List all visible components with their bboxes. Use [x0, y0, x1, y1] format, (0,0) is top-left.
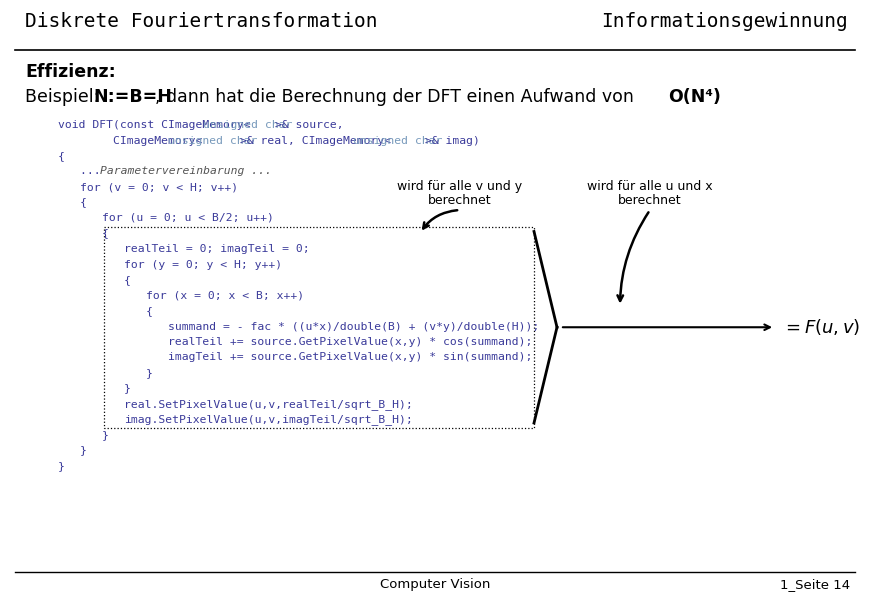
- Text: unsigned char: unsigned char: [202, 120, 292, 130]
- Text: for (y = 0; y < H; y++): for (y = 0; y < H; y++): [124, 259, 282, 269]
- Text: Informationsgewinnung: Informationsgewinnung: [600, 12, 847, 31]
- Text: berechnet: berechnet: [428, 194, 491, 207]
- Text: }: }: [102, 430, 109, 440]
- Text: >& imag): >& imag): [417, 136, 480, 145]
- Text: 1_Seite 14: 1_Seite 14: [779, 578, 849, 591]
- Text: CImageMemory<: CImageMemory<: [58, 136, 209, 145]
- Text: for (u = 0; u < B/2; u++): for (u = 0; u < B/2; u++): [102, 213, 274, 223]
- Text: {: {: [146, 306, 153, 316]
- Text: unsigned char: unsigned char: [353, 136, 441, 145]
- Text: realTeil = 0; imagTeil = 0;: realTeil = 0; imagTeil = 0;: [124, 244, 309, 254]
- Text: N:=B=H: N:=B=H: [93, 88, 172, 106]
- Text: unsigned char: unsigned char: [168, 136, 257, 145]
- Text: Diskrete Fouriertransformation: Diskrete Fouriertransformation: [25, 12, 377, 31]
- Text: wird für alle u und x: wird für alle u und x: [587, 180, 712, 193]
- Text: real.SetPixelValue(u,v,realTeil/sqrt_B_H);: real.SetPixelValue(u,v,realTeil/sqrt_B_H…: [124, 399, 412, 410]
- Text: {: {: [102, 229, 109, 238]
- Text: for (v = 0; v < H; v++): for (v = 0; v < H; v++): [80, 182, 238, 192]
- Text: {: {: [80, 197, 87, 208]
- Text: summand = - fac * ((u*x)/double(B) + (v*y)/double(H));: summand = - fac * ((u*x)/double(B) + (v*…: [168, 322, 539, 331]
- Text: Parametervereinbarung ...: Parametervereinbarung ...: [100, 166, 272, 176]
- Text: , dann hat die Berechnung der DFT einen Aufwand von: , dann hat die Berechnung der DFT einen …: [155, 88, 639, 106]
- Text: >& real, CImageMemory<: >& real, CImageMemory<: [233, 136, 397, 145]
- Text: for (x = 0; x < B; x++): for (x = 0; x < B; x++): [146, 290, 304, 301]
- Text: {: {: [124, 275, 130, 285]
- Text: wird für alle v und y: wird für alle v und y: [397, 180, 522, 193]
- Text: }: }: [124, 383, 130, 394]
- Text: ...: ...: [80, 166, 108, 176]
- Text: imag.SetPixelValue(u,v,imagTeil/sqrt_B_H);: imag.SetPixelValue(u,v,imagTeil/sqrt_B_H…: [124, 415, 412, 425]
- Text: }: }: [80, 445, 87, 455]
- Text: Beispiel:: Beispiel:: [25, 88, 105, 106]
- Text: }: }: [146, 368, 153, 378]
- Text: berechnet: berechnet: [618, 194, 681, 207]
- Text: Computer Vision: Computer Vision: [380, 578, 489, 591]
- Text: realTeil += source.GetPixelValue(x,y) * cos(summand);: realTeil += source.GetPixelValue(x,y) * …: [168, 337, 532, 347]
- Text: O(N⁴): O(N⁴): [667, 88, 720, 106]
- Text: void DFT(const CImageMemory<: void DFT(const CImageMemory<: [58, 120, 257, 130]
- Text: imagTeil += source.GetPixelValue(x,y) * sin(summand);: imagTeil += source.GetPixelValue(x,y) * …: [168, 352, 532, 362]
- Text: >& source,: >& source,: [268, 120, 343, 130]
- Text: Effizienz:: Effizienz:: [25, 63, 116, 81]
- Text: }: }: [58, 461, 65, 471]
- Text: $= F(u,v)$: $= F(u,v)$: [781, 317, 859, 337]
- Text: {: {: [58, 151, 65, 161]
